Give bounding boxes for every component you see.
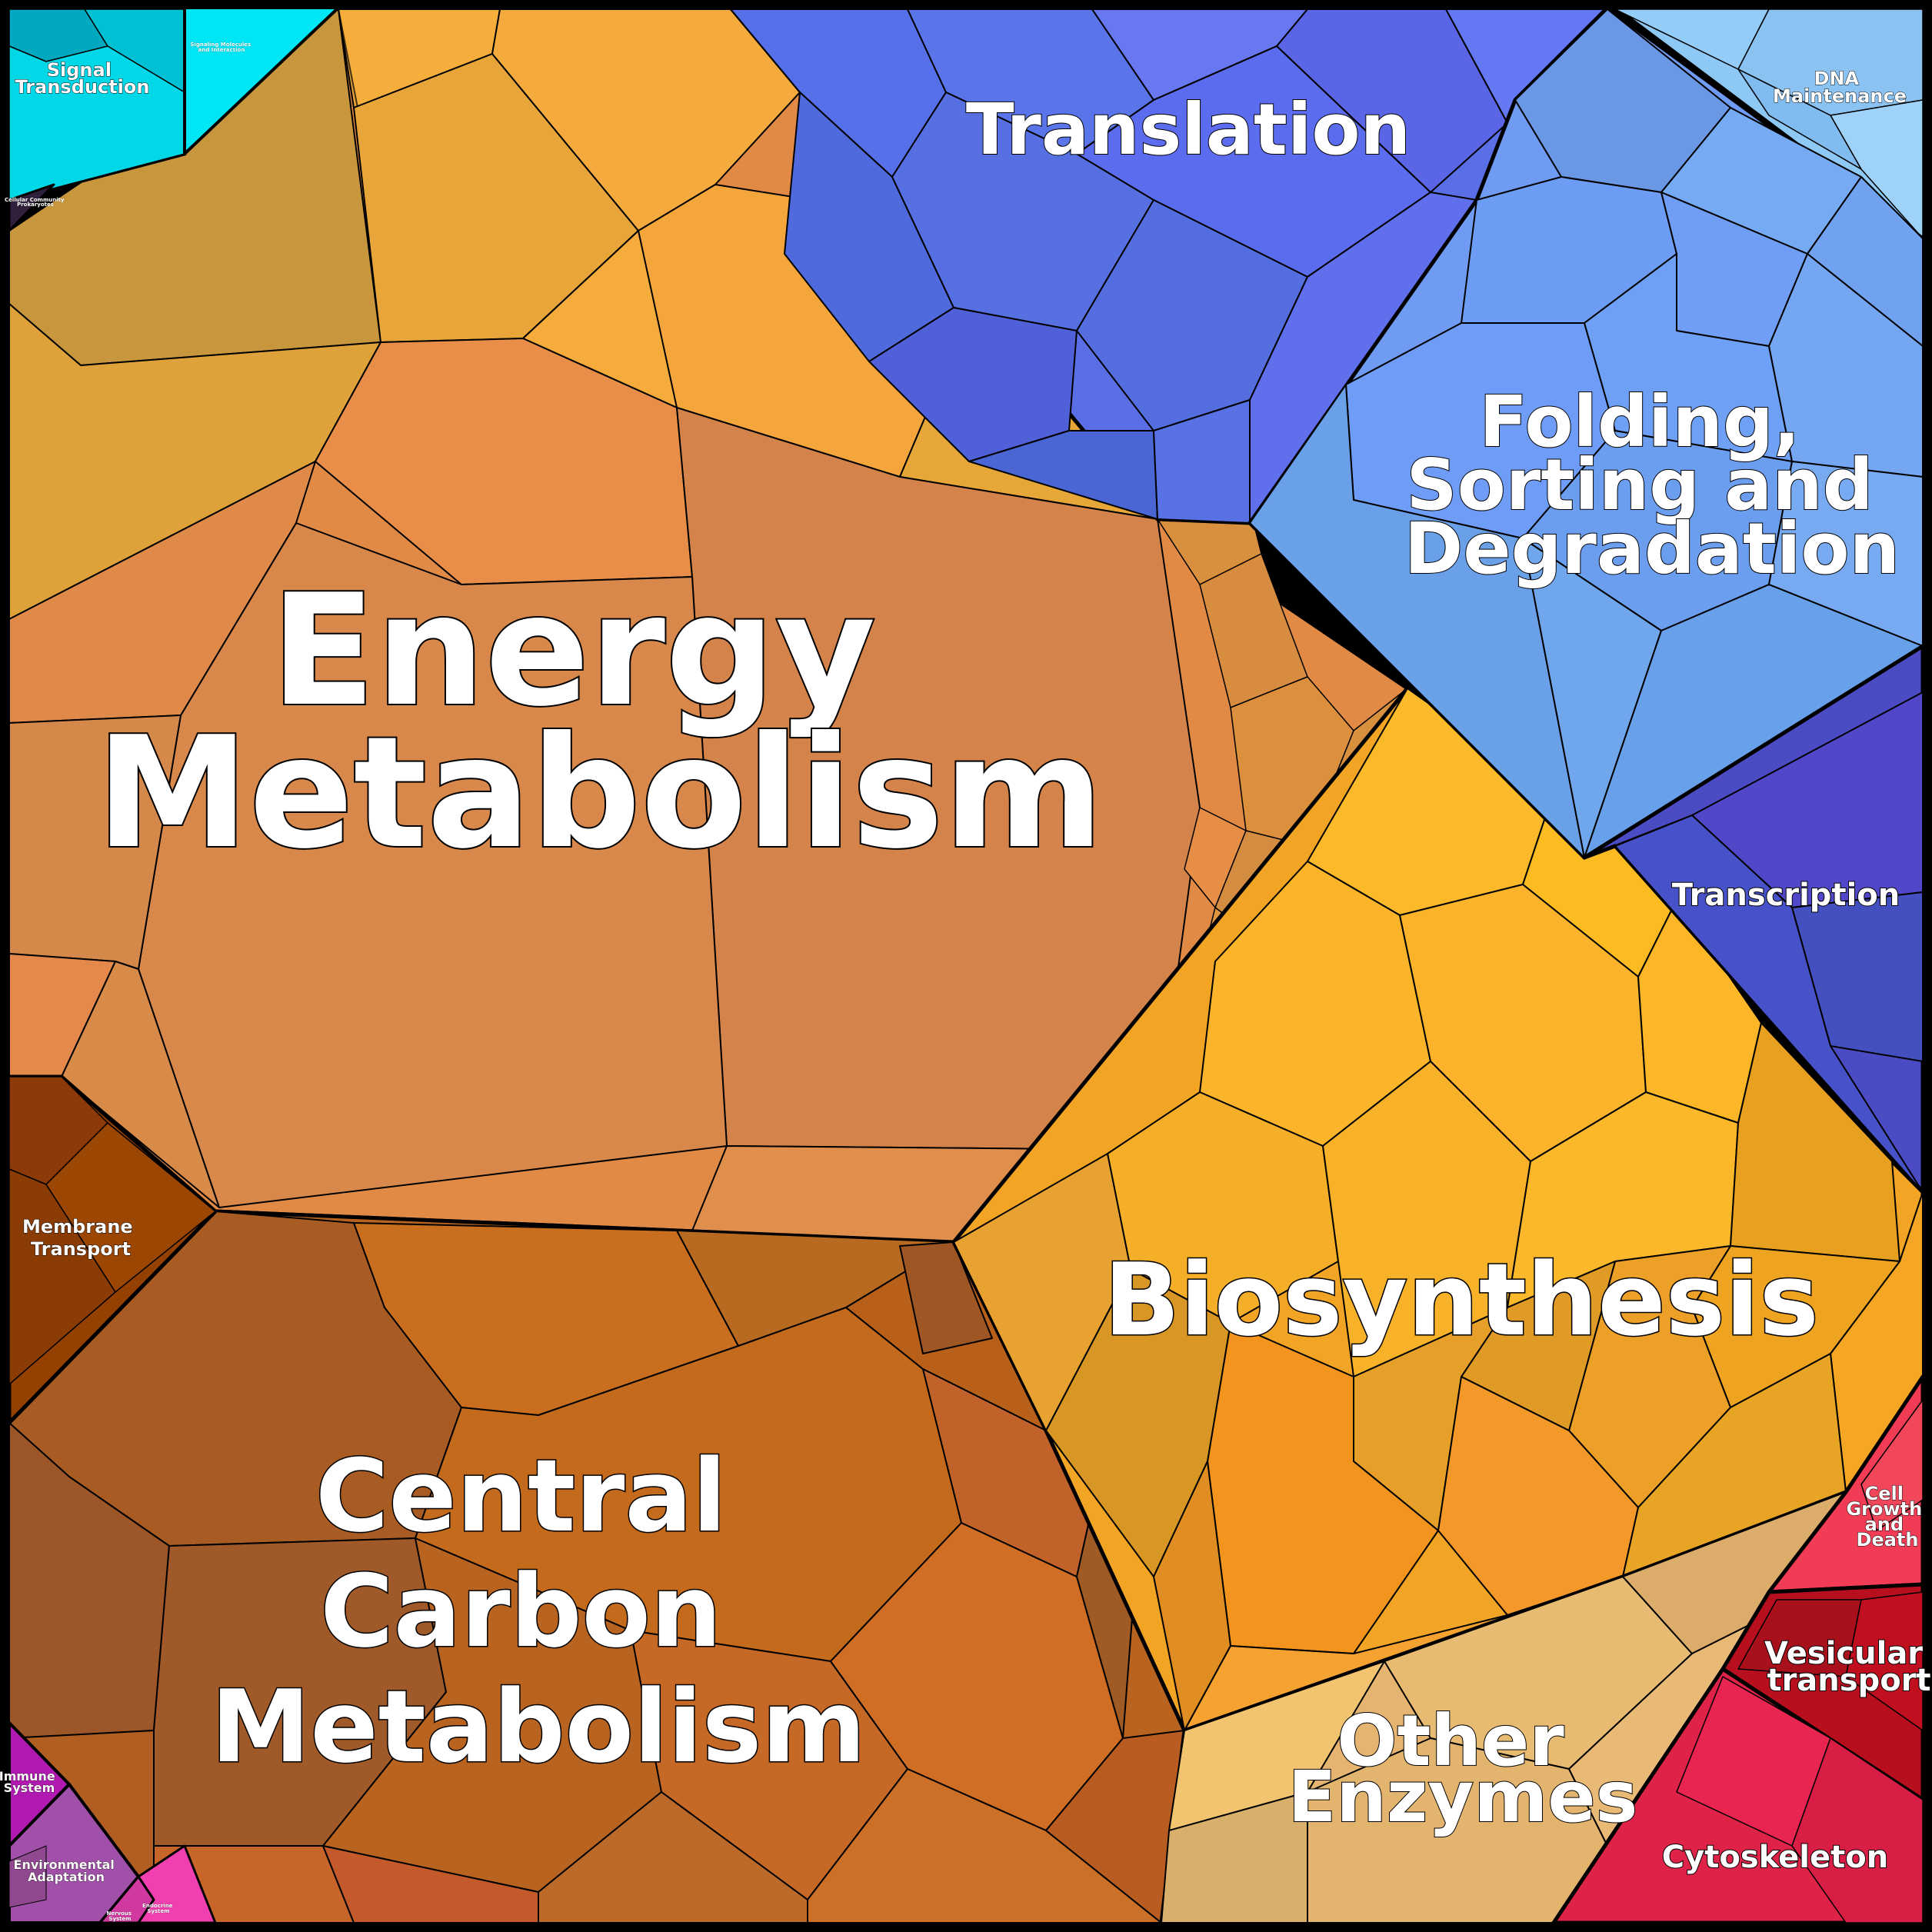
label-vesicular: Vesicular transport xyxy=(1764,1636,1932,1698)
region-central-carbon xyxy=(7,1209,1187,1925)
label-central-carbon: Central Carbon Metabolism xyxy=(211,1437,866,1785)
label-energy: Energy Metabolism xyxy=(96,561,1104,883)
region-signal-transduction xyxy=(7,5,187,202)
label-immune: Immune System xyxy=(0,1769,59,1795)
label-unlabeled-dark: Cellular Community Prokaryotes xyxy=(5,197,66,208)
label-biosynthesis: Biosynthesis xyxy=(1104,1241,1819,1358)
label-folding: Folding, Sorting and Degradation xyxy=(1404,381,1900,590)
region-membrane-transport xyxy=(7,1074,218,1425)
region-transcription xyxy=(1582,644,1925,1194)
label-environmental: Environmental Adaptation xyxy=(14,1857,119,1884)
label-signaling-molecules: Signaling Molecules and Interaction xyxy=(190,42,252,53)
label-membrane-transport: Membrane Transport xyxy=(22,1216,139,1260)
label-dna-maintenance: DNA Maintenance xyxy=(1773,68,1907,107)
region-vesicular xyxy=(1720,1582,1925,1802)
label-cytoskeleton: Cytoskeleton xyxy=(1662,1840,1888,1875)
label-transcription: Transcription xyxy=(1672,878,1900,913)
region-folding xyxy=(1247,5,1925,860)
region-cytoskeleton xyxy=(1551,1667,1925,1925)
region-biosynthesis xyxy=(951,686,1925,1733)
region-translation xyxy=(728,5,1610,525)
label-other-enzymes: Other Enzymes xyxy=(1288,1700,1638,1838)
label-signal-transduction: Signal Transduction xyxy=(15,59,150,98)
labels: Energy Metabolism Central Carbon Metabol… xyxy=(0,42,1932,1922)
label-nervous: Nervous System xyxy=(106,1910,133,1922)
label-translation: Translation xyxy=(966,88,1411,171)
label-cell-growth: Cell Growth and Death xyxy=(1846,1483,1928,1551)
label-endocrine: Endocrine System xyxy=(142,1903,175,1914)
